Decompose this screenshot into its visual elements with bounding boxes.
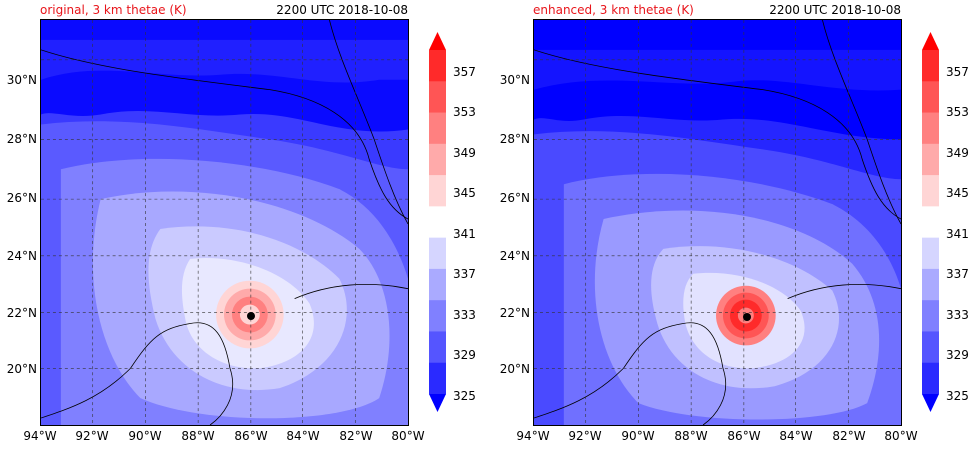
xtick-label: 92°W xyxy=(568,429,602,443)
ytick-label: 24°N xyxy=(499,249,530,263)
storm-center-marker-icon xyxy=(743,313,751,321)
colorbar-band xyxy=(429,206,446,239)
colorbar-label: 329 xyxy=(946,348,969,362)
colorbar-band xyxy=(429,143,446,176)
ytick-label: 22°N xyxy=(499,306,530,320)
map-field-original xyxy=(41,20,408,425)
colorbar-label: 349 xyxy=(946,146,969,160)
colorbar-band xyxy=(922,362,939,395)
ytick-label: 26°N xyxy=(6,191,37,205)
ytick-label: 20°N xyxy=(6,362,37,376)
colorbar-band xyxy=(429,268,446,301)
xtick-label: 90°W xyxy=(621,429,655,443)
colorbar-label: 337 xyxy=(946,267,969,281)
colorbar-extend-bottom xyxy=(922,394,939,412)
colorbar-band xyxy=(429,300,446,332)
colorbar-label: 345 xyxy=(946,186,969,200)
map-field-enhanced xyxy=(534,20,901,425)
xtick-label: 86°W xyxy=(234,429,268,443)
colorbar-band xyxy=(429,175,446,207)
colorbar-label: 325 xyxy=(453,389,476,403)
colorbar-enhanced xyxy=(922,32,939,412)
panel-title-left: enhanced, 3 km thetae (K) xyxy=(533,3,694,17)
colorbar-label: 341 xyxy=(453,227,476,241)
colorbar-extend-top xyxy=(429,32,446,50)
ytick-label: 30°N xyxy=(6,73,37,87)
colorbar-band xyxy=(429,81,446,114)
colorbar-band xyxy=(922,300,939,332)
ytick-label: 28°N xyxy=(6,132,37,146)
xtick-label: 88°W xyxy=(674,429,708,443)
xtick-label: 80°W xyxy=(391,429,425,443)
colorbar-band xyxy=(922,81,939,114)
colorbar-band xyxy=(922,50,939,82)
colorbar-extend-top xyxy=(922,32,939,50)
map-enhanced xyxy=(533,19,902,426)
ytick-label: 22°N xyxy=(6,306,37,320)
colorbar-label: 353 xyxy=(453,105,476,119)
map-original xyxy=(40,19,409,426)
panel-title-right: 2200 UTC 2018-10-08 xyxy=(769,3,901,17)
colorbar-label: 341 xyxy=(946,227,969,241)
colorbar-gradient xyxy=(922,32,939,412)
colorbar-band xyxy=(922,175,939,207)
xtick-label: 84°W xyxy=(779,429,813,443)
ytick-label: 30°N xyxy=(499,73,530,87)
xtick-label: 88°W xyxy=(181,429,215,443)
xtick-label: 92°W xyxy=(75,429,109,443)
colorbar-label: 329 xyxy=(453,348,476,362)
colorbar-band xyxy=(922,237,939,270)
colorbar-original xyxy=(429,32,446,412)
colorbar-label: 357 xyxy=(946,65,969,79)
xtick-label: 86°W xyxy=(727,429,761,443)
colorbar-gradient xyxy=(429,32,446,412)
colorbar-band xyxy=(922,331,939,364)
colorbar-band xyxy=(429,237,446,270)
ytick-label: 24°N xyxy=(6,249,37,263)
colorbar-label: 357 xyxy=(453,65,476,79)
colorbar-label: 345 xyxy=(453,186,476,200)
ytick-label: 20°N xyxy=(499,362,530,376)
ytick-label: 28°N xyxy=(499,132,530,146)
panel-title-left: original, 3 km thetae (K) xyxy=(40,3,187,17)
xtick-label: 82°W xyxy=(339,429,373,443)
colorbar-band xyxy=(429,331,446,364)
colorbar-label: 349 xyxy=(453,146,476,160)
xtick-label: 90°W xyxy=(128,429,162,443)
xtick-label: 84°W xyxy=(286,429,320,443)
colorbar-band xyxy=(922,206,939,239)
xtick-label: 94°W xyxy=(23,429,57,443)
ytick-label: 26°N xyxy=(499,191,530,205)
colorbar-band xyxy=(922,143,939,176)
xtick-label: 82°W xyxy=(832,429,866,443)
xtick-label: 80°W xyxy=(884,429,918,443)
colorbar-band xyxy=(922,268,939,301)
panel-enhanced: enhanced, 3 km thetae (K) 2200 UTC 2018-… xyxy=(493,0,972,449)
colorbar-band xyxy=(429,50,446,82)
colorbar-label: 337 xyxy=(453,267,476,281)
colorbar-label: 353 xyxy=(946,105,969,119)
panel-title-right: 2200 UTC 2018-10-08 xyxy=(276,3,408,17)
colorbar-band xyxy=(429,362,446,395)
xtick-label: 94°W xyxy=(516,429,550,443)
storm-center-marker-icon xyxy=(247,312,255,320)
colorbar-band xyxy=(429,112,446,145)
colorbar-label: 333 xyxy=(453,308,476,322)
colorbar-extend-bottom xyxy=(429,394,446,412)
panel-original: original, 3 km thetae (K) 2200 UTC 2018-… xyxy=(6,3,476,443)
colorbar-band xyxy=(922,112,939,145)
colorbar-label: 333 xyxy=(946,308,969,322)
colorbar-label: 325 xyxy=(946,389,969,403)
